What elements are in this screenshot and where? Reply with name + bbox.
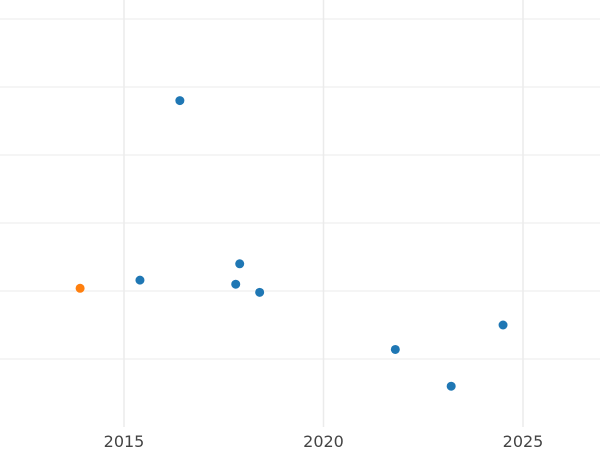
x-tick-label: 2020	[303, 432, 344, 450]
data-point	[498, 320, 508, 330]
grid	[0, 0, 600, 427]
data-point	[175, 96, 185, 106]
x-axis-ticks: 2015 2020 2025	[104, 432, 544, 450]
x-tick-label: 2025	[503, 432, 544, 450]
data-points	[75, 96, 508, 391]
data-point	[135, 275, 145, 285]
data-point	[235, 259, 245, 269]
data-point	[390, 344, 400, 354]
data-point	[231, 279, 241, 289]
data-point	[446, 381, 456, 391]
data-point	[255, 287, 265, 297]
x-tick-label: 2015	[104, 432, 145, 450]
data-point	[75, 283, 85, 293]
